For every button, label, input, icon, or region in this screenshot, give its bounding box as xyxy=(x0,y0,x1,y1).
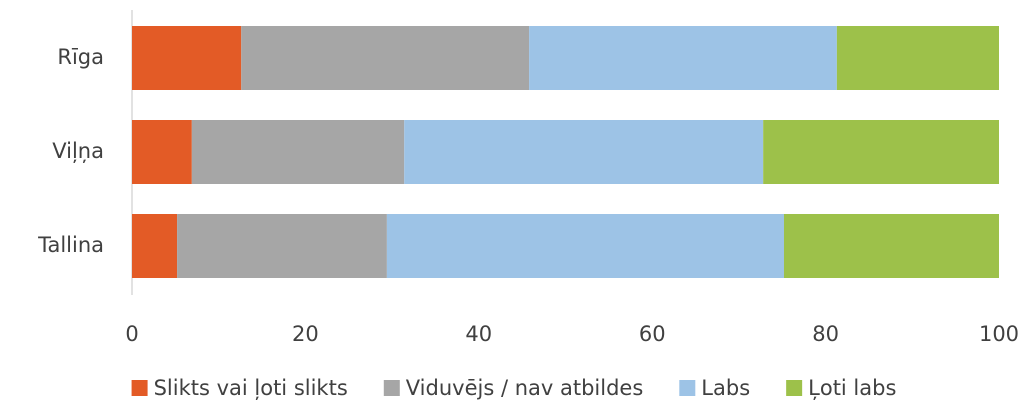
legend-label: Slikts vai ļoti slikts xyxy=(154,376,348,400)
bar-segment xyxy=(132,214,178,278)
x-tick-label: 40 xyxy=(465,322,492,346)
bar-segment xyxy=(177,214,387,278)
bar-segment xyxy=(404,120,764,184)
bar-segment xyxy=(783,214,999,278)
bar-segment xyxy=(241,26,530,90)
x-tick-label: 0 xyxy=(125,322,138,346)
legend-swatch xyxy=(679,380,696,396)
bar-segment xyxy=(132,26,242,90)
y-tick-label: Viļņa xyxy=(52,139,104,163)
bar-segment xyxy=(529,26,837,90)
legend-swatch xyxy=(786,380,803,396)
x-tick-label: 100 xyxy=(979,322,1019,346)
legend-swatch xyxy=(131,380,148,396)
x-tick-label: 80 xyxy=(812,322,839,346)
bar-segment xyxy=(191,120,405,184)
legend-label: Viduvējs / nav atbildes xyxy=(406,376,644,400)
bar-segment xyxy=(386,214,784,278)
bar-segment xyxy=(763,120,999,184)
legend-swatch xyxy=(383,380,400,396)
y-tick-label: Rīga xyxy=(57,45,104,69)
bar-segment xyxy=(132,120,192,184)
x-tick-label: 60 xyxy=(639,322,666,346)
legend-label: Labs xyxy=(701,376,750,400)
legend-label: Ļoti labs xyxy=(808,376,896,400)
bar-segment xyxy=(836,26,999,90)
x-tick-label: 20 xyxy=(292,322,319,346)
y-tick-label: Tallina xyxy=(37,233,104,257)
